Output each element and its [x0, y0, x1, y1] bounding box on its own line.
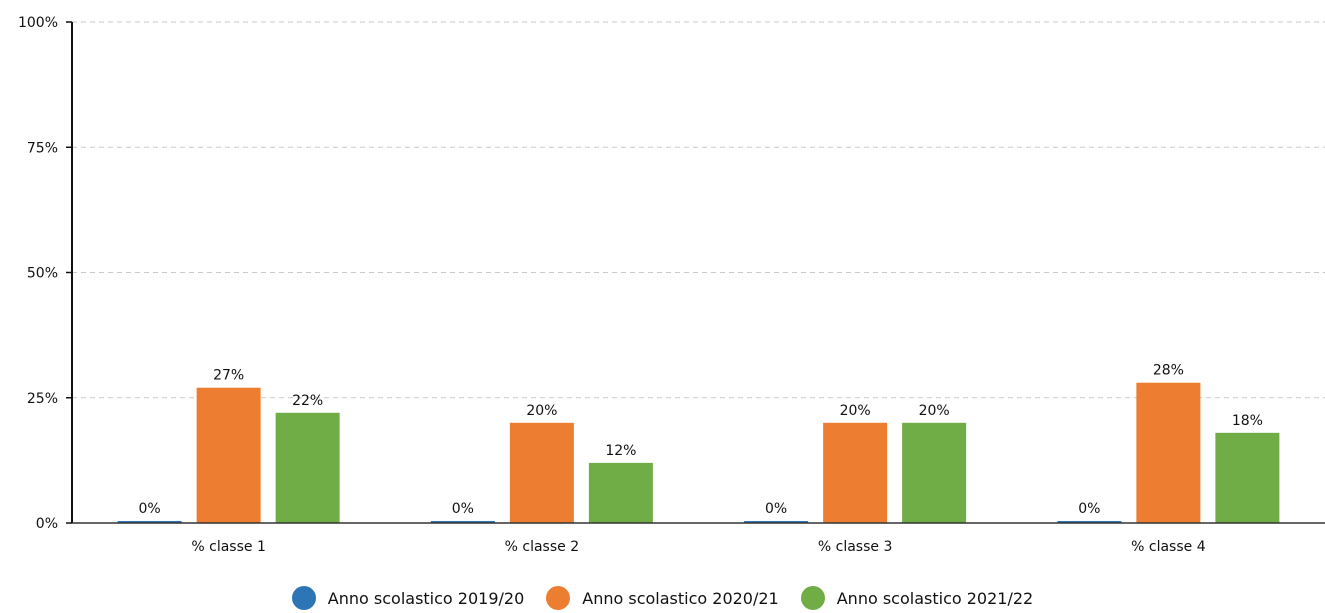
bar	[117, 521, 182, 523]
bar	[509, 422, 574, 523]
legend-swatch	[546, 586, 571, 610]
legend-label: Anno scolastico 2021/22	[836, 588, 1034, 608]
bar-chart: 0% 25% 50% 75% 100% 0% 27% 22% 0% 20% 12% 0% 20% 20%…	[18, 15, 1325, 555]
x-tick-label: % classe 1	[191, 539, 265, 555]
x-tick-label: % classe 4	[1131, 539, 1206, 555]
data-label: 18%	[1232, 413, 1263, 429]
bar	[1215, 432, 1280, 523]
bar	[823, 422, 888, 523]
y-tick-label: 75%	[27, 140, 58, 156]
legend-item[interactable]: Anno scolastico 2021/22	[800, 586, 1034, 610]
data-label: 20%	[526, 403, 557, 419]
legend-swatch	[291, 586, 316, 610]
bar	[1136, 382, 1201, 523]
data-label: 0%	[1078, 501, 1100, 517]
y-axis-ticks: 0% 25% 50% 75% 100%	[18, 15, 72, 532]
legend-swatch	[800, 586, 825, 610]
data-label: 0%	[139, 501, 161, 517]
data-label: 27%	[213, 368, 244, 384]
legend-item[interactable]: Anno scolastico 2019/20	[291, 586, 525, 610]
y-tick-label: 100%	[18, 15, 58, 31]
data-label: 28%	[1153, 363, 1184, 379]
y-tick-label: 25%	[27, 391, 58, 407]
bars	[117, 382, 1280, 523]
legend-item[interactable]: Anno scolastico 2020/21	[546, 586, 779, 610]
bar	[902, 422, 967, 523]
y-tick-label: 0%	[36, 516, 58, 532]
data-label: 20%	[919, 403, 950, 419]
y-tick-label: 50%	[27, 266, 58, 282]
x-tick-label: % classe 2	[505, 539, 579, 555]
category-labels: % classe 1 % classe 2 % classe 3 % classe 4	[191, 539, 1205, 555]
data-label: 22%	[292, 393, 323, 409]
bar	[744, 521, 809, 523]
bar	[196, 387, 261, 523]
bar	[588, 462, 653, 523]
value-labels: 0% 27% 22% 0% 20% 12% 0% 20% 20% 0% 28% 18%	[139, 363, 1263, 517]
data-label: 12%	[605, 443, 636, 459]
bar	[430, 521, 495, 523]
legend: Anno scolastico 2019/20 Anno scolastico 2…	[0, 586, 1325, 610]
bar	[1057, 521, 1122, 523]
x-tick-label: % classe 3	[818, 539, 892, 555]
data-label: 0%	[765, 501, 787, 517]
data-label: 0%	[452, 501, 474, 517]
legend-label: Anno scolastico 2020/21	[582, 588, 779, 608]
bar	[275, 412, 340, 523]
data-label: 20%	[840, 403, 871, 419]
gridlines	[72, 21, 1325, 399]
legend-label: Anno scolastico 2019/20	[327, 588, 525, 608]
